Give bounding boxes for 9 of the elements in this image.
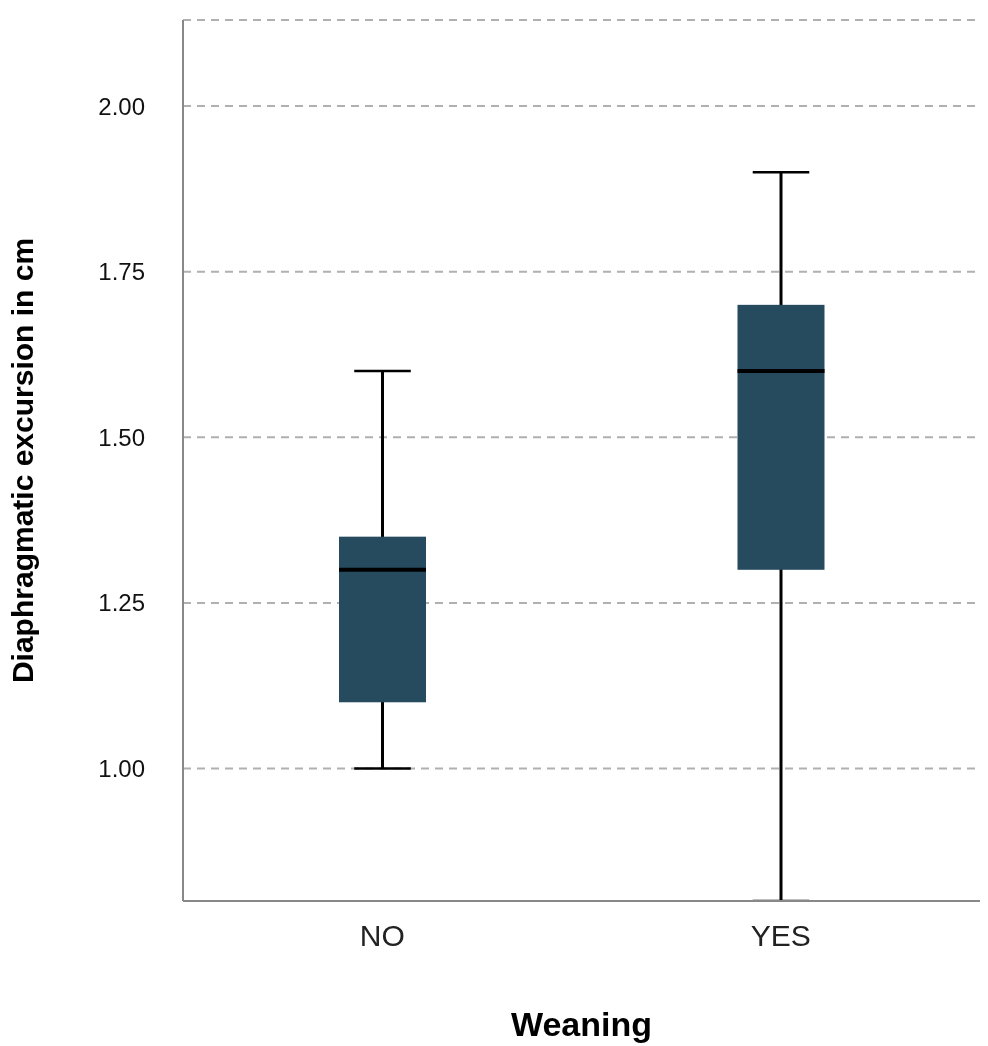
y-tick-label: 1.00 [98,755,145,783]
x-tick-label: NO [359,919,405,953]
y-tick-label: 1.75 [98,258,145,286]
y-tick-label: 1.50 [98,423,145,451]
y-axis-title: Diaphragmatic excursion in cm [5,237,39,684]
x-tick-label: YES [750,919,811,953]
y-tick-label: 2.00 [98,92,145,120]
x-axis-title: Weaning [510,1005,653,1043]
y-tick-label: 1.25 [98,589,145,617]
